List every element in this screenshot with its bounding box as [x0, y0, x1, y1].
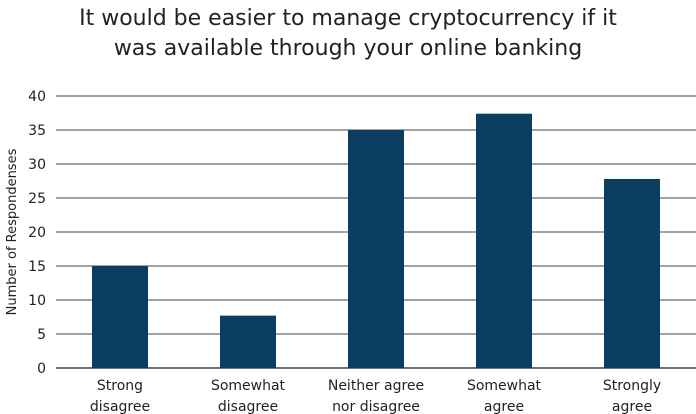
- y-tick-label: 40: [28, 89, 46, 105]
- chart-title: It would be easier to manage cryptocurre…: [0, 4, 696, 64]
- y-axis-ticks: 0 5 10 15 20 25 30 35 40: [28, 89, 46, 377]
- bar: [604, 178, 660, 368]
- bar: [476, 113, 532, 369]
- y-tick-label: 0: [37, 361, 46, 377]
- chart-title-line-2: was available through your online bankin…: [113, 36, 583, 61]
- x-category-label: Strong: [97, 378, 143, 394]
- y-tick-label: 15: [28, 259, 46, 275]
- x-category-label: Strongly: [603, 378, 661, 394]
- x-category-label: disagree: [218, 399, 278, 414]
- x-category-label: nor disagree: [332, 399, 420, 414]
- y-tick-label: 35: [28, 123, 46, 139]
- y-tick-label: 25: [28, 191, 46, 207]
- x-category-label: Somewhat: [467, 378, 542, 394]
- x-category-label: Somewhat: [211, 378, 286, 394]
- y-tick-label: 10: [28, 293, 46, 309]
- y-tick-label: 30: [28, 157, 46, 173]
- bar: [92, 266, 148, 368]
- bar: [220, 315, 276, 368]
- x-category-label: agree: [612, 399, 652, 414]
- bar: [348, 130, 404, 368]
- x-category-label: agree: [484, 399, 524, 414]
- x-category-label: disagree: [90, 399, 150, 414]
- bars: [92, 113, 660, 369]
- chart-title-line-1: It would be easier to manage cryptocurre…: [79, 6, 617, 31]
- y-axis-label: Number of Respondenses: [5, 148, 20, 315]
- x-axis-labels: Strong disagree Somewhat disagree Neither ag…: [90, 378, 661, 414]
- x-category-label: Neither agree: [328, 378, 424, 394]
- y-tick-label: 20: [28, 225, 46, 241]
- y-tick-label: 5: [37, 327, 46, 343]
